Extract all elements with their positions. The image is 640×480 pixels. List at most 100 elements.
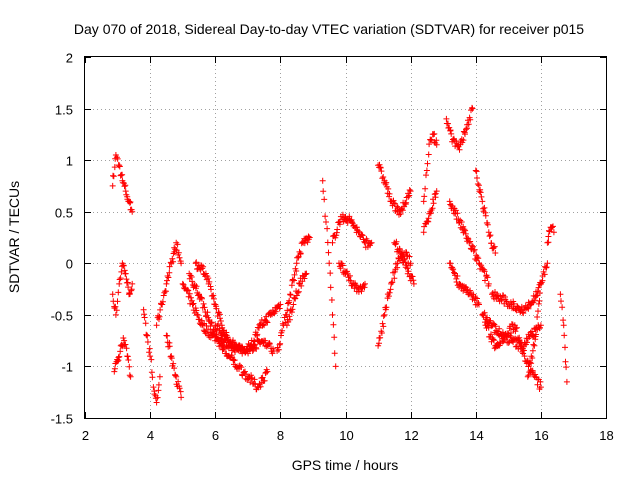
data-point-interp: [473, 168, 480, 175]
data-point: [524, 373, 531, 380]
data-point-interp: [427, 210, 434, 217]
data-point-interp: [471, 246, 478, 253]
data-point: [283, 322, 290, 329]
data-point-interp: [403, 199, 410, 206]
data-point-interp: [476, 188, 483, 195]
data-point-interp: [126, 363, 133, 370]
data-point-interp: [275, 346, 282, 353]
data-point-interp: [385, 293, 392, 300]
data-point-interp: [170, 258, 176, 265]
data-point-interp: [545, 239, 552, 246]
data-point-interp: [529, 347, 536, 354]
data-point-interp: [221, 327, 227, 334]
data-point-interp: [251, 341, 258, 348]
data-point-interp: [260, 321, 267, 328]
data-point-interp: [123, 276, 130, 283]
data-point-interp: [389, 279, 396, 286]
data-point-interp: [272, 308, 279, 315]
data-point-interp: [172, 372, 179, 379]
data-point-interp: [376, 340, 382, 347]
data-point-interp: [155, 312, 162, 319]
data-point-interp: [166, 263, 173, 270]
data-point-interp: [562, 358, 569, 365]
data-point-interp: [474, 254, 481, 261]
data-point-interp: [217, 318, 224, 324]
data-point-interp: [117, 348, 124, 355]
data-point-interp: [257, 383, 264, 390]
data-point-interp: [119, 171, 126, 178]
data-point-interp: [254, 331, 261, 338]
data-point-interp: [394, 203, 400, 210]
data-point: [456, 146, 463, 153]
data-point-interp: [115, 354, 122, 361]
data-point-interp: [481, 309, 488, 316]
data-point-interp: [385, 185, 392, 192]
data-point: [349, 219, 355, 225]
data-point-interp: [253, 345, 260, 352]
data-point-interp: [297, 250, 304, 257]
data-point-interp: [424, 218, 431, 225]
data-point-interp: [286, 316, 293, 323]
data-point-interp: [524, 339, 530, 346]
data-point-interp: [513, 324, 520, 331]
data-point-interp: [156, 313, 163, 320]
data-point-interp: [525, 305, 532, 312]
data-point-interp: [291, 271, 298, 278]
data-point-interp: [486, 233, 493, 240]
data-point-interp: [127, 199, 134, 205]
data-point-interp: [477, 189, 484, 196]
data-point-interp: [193, 283, 200, 290]
data-point-interp: [425, 151, 432, 158]
data-point-interp: [155, 381, 162, 388]
data-point-interp: [484, 274, 491, 281]
data-point-interp: [238, 364, 245, 371]
data-point-interp: [550, 223, 556, 230]
data-point-interp: [199, 321, 206, 328]
data-point-interp: [355, 288, 362, 295]
data-point-interp: [396, 246, 403, 253]
data-point-interp: [122, 341, 129, 348]
data-point-interp: [142, 320, 149, 327]
data-point-interp: [482, 212, 489, 219]
data-point-interp: [141, 314, 148, 321]
data-point: [116, 162, 123, 169]
data-point-interp: [115, 289, 122, 296]
data-point-interp: [379, 320, 386, 327]
data-point-interp: [286, 313, 293, 320]
data-point-interp: [160, 292, 167, 299]
data-point-interp: [451, 269, 457, 276]
data-point-interp: [276, 305, 283, 312]
data-point-interp: [358, 288, 365, 295]
data-point-interp: [322, 213, 329, 220]
data-point-interp: [478, 193, 485, 200]
data-point-interp: [172, 246, 179, 253]
data-point-interp: [426, 141, 433, 148]
data-point-interp: [529, 367, 536, 374]
data-point-interp: [180, 281, 187, 288]
data-point-interp: [261, 377, 268, 384]
data-point-interp: [447, 260, 454, 267]
data-point: [433, 188, 440, 195]
data-point-interp: [454, 210, 461, 217]
x-tick-label: 8: [277, 428, 284, 443]
data-point-interp: [380, 174, 387, 180]
data-point: [537, 384, 544, 391]
data-point-interp: [259, 338, 266, 345]
data-point-interp: [377, 164, 384, 171]
data-point-interp: [474, 175, 480, 181]
data-point: [560, 322, 567, 329]
data-point-interp: [154, 394, 161, 401]
data-point-interp: [321, 196, 328, 203]
data-point-interp: [166, 269, 173, 276]
data-point-interp: [170, 360, 177, 367]
data-point-interp: [537, 378, 544, 385]
data-point-interp: [529, 355, 536, 361]
data-point-interp: [511, 300, 517, 307]
data-point-interp: [217, 315, 223, 322]
data-point-interp: [177, 388, 184, 395]
data-point-interp: [380, 313, 387, 319]
data-point-interp: [546, 228, 553, 235]
data-point-interp: [383, 304, 390, 311]
data-point-interp: [484, 314, 491, 321]
data-point-interp: [380, 323, 387, 330]
